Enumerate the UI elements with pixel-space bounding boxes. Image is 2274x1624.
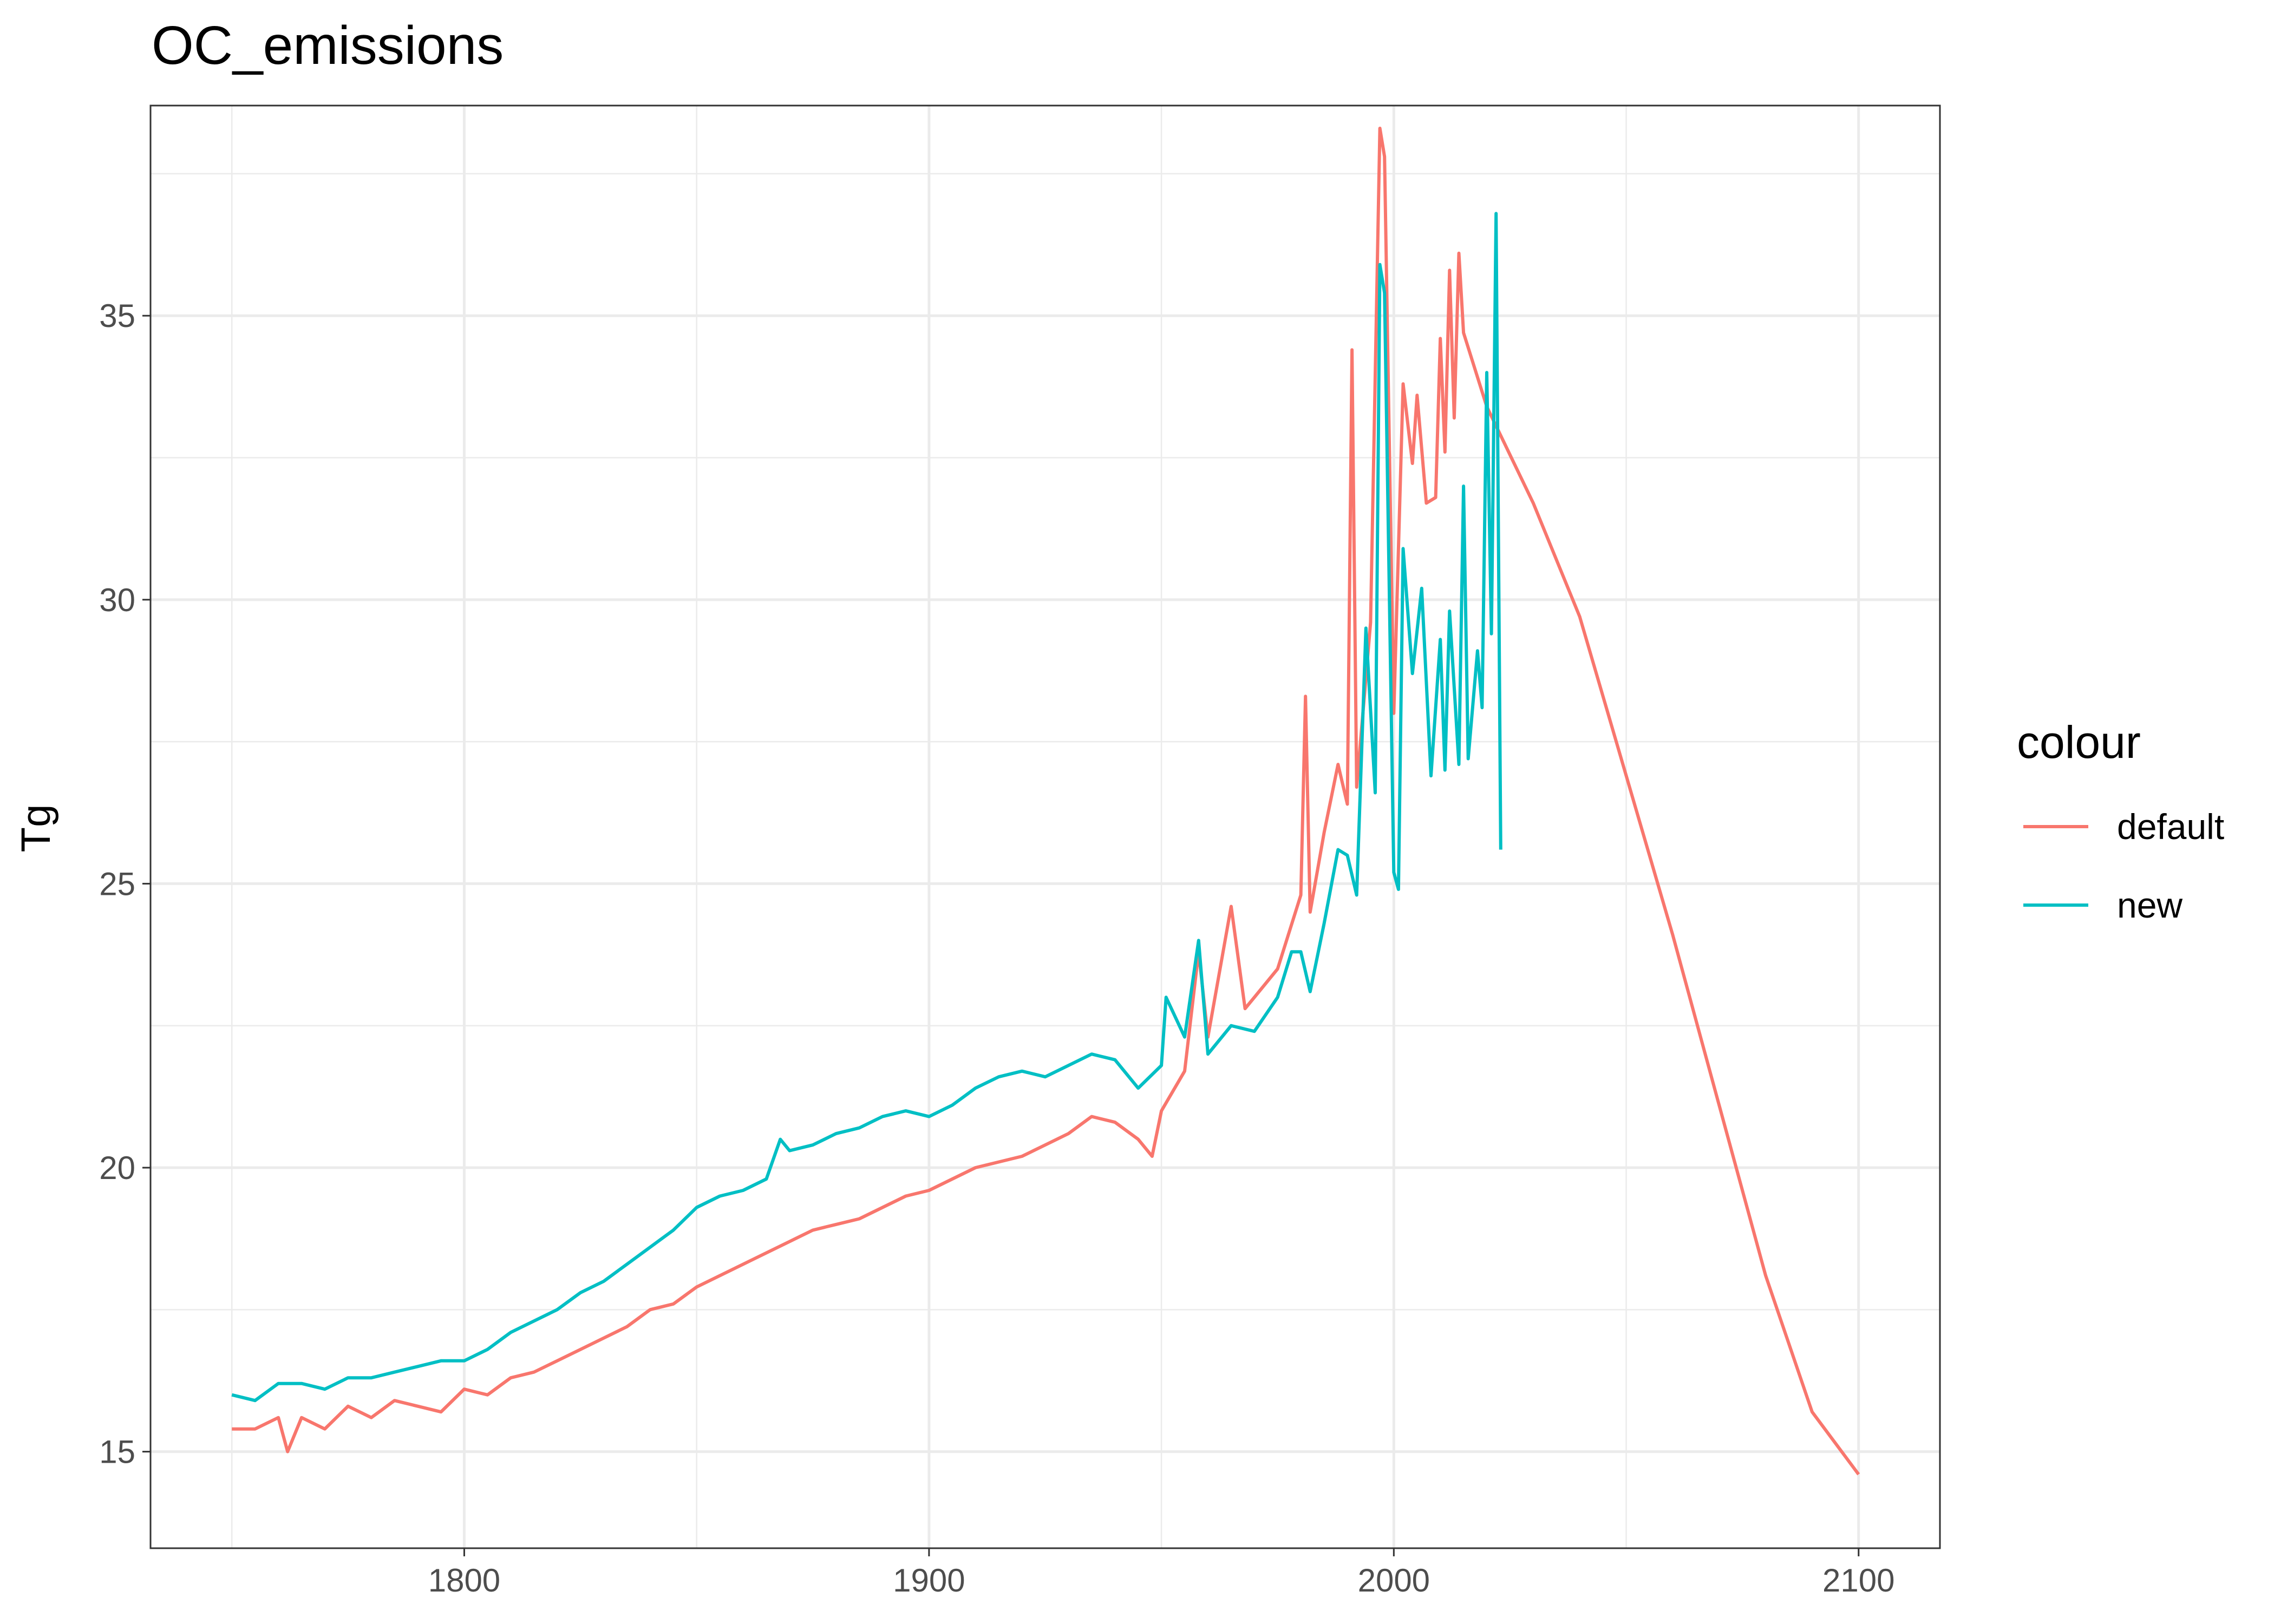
plot-panel-border — [149, 104, 1941, 1549]
legend-label-default: default — [2117, 807, 2224, 847]
y-tick-label: 25 — [99, 866, 135, 902]
series-lines — [231, 127, 1860, 1476]
x-tick-label: 1900 — [893, 1562, 965, 1599]
series-line-new — [231, 212, 1502, 1403]
legend: colour default new — [2017, 717, 2224, 925]
chart-title: OC_emissions — [152, 15, 504, 76]
x-tick-label: 1800 — [428, 1562, 500, 1599]
y-tick-label: 20 — [99, 1150, 135, 1186]
y-axis-title: Tg — [13, 804, 59, 853]
y-tick-label: 15 — [99, 1434, 135, 1470]
legend-label-new: new — [2117, 885, 2182, 925]
y-tick-label: 35 — [99, 298, 135, 334]
y-tick-label: 30 — [99, 582, 135, 618]
minor-gridlines — [151, 106, 1940, 1548]
legend-title: colour — [2017, 717, 2141, 768]
y-axis: 15 20 25 30 35 — [99, 298, 151, 1470]
x-tick-label: 2000 — [1358, 1562, 1430, 1599]
series-line-default — [232, 127, 1860, 1476]
x-axis: 1800 1900 2000 2100 — [428, 1548, 1895, 1599]
plot-panel — [151, 106, 1940, 1548]
x-tick-label: 2100 — [1822, 1562, 1894, 1599]
major-gridlines — [151, 106, 1940, 1548]
